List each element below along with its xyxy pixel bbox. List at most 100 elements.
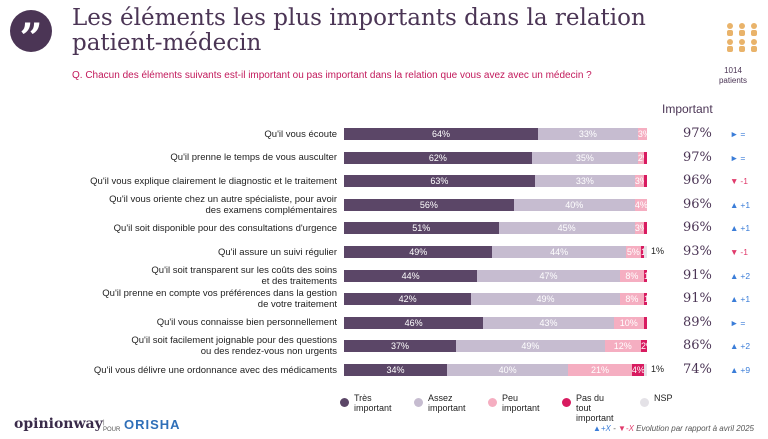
legend-label: NSP xyxy=(654,393,673,403)
bar-segment-pas-du-tout: 1% xyxy=(643,293,647,306)
bar-segment-tres-important: 42% xyxy=(344,293,472,306)
bar-segment-nsp xyxy=(643,364,647,376)
stacked-bar: 42%49%8%1% xyxy=(344,293,647,306)
bar-segment-tres-important: 64% xyxy=(344,128,538,140)
evolution-indicator: ▲ +1 xyxy=(730,200,750,210)
legend-item: Assez important xyxy=(414,393,466,413)
stacked-bar: 46% 43% 10% xyxy=(344,316,647,329)
page-title: Les éléments les plus importants dans la… xyxy=(72,5,646,56)
bar-segment-peu-important: 5% xyxy=(625,246,641,258)
row-label-line: Qu'il vous oriente chez un autre spécial… xyxy=(109,193,337,205)
bar-segment-pas-du-tout xyxy=(643,222,647,235)
evolution-indicator: ► = xyxy=(730,129,745,139)
row-label: Qu'il soit facilement joignable pour des… xyxy=(7,335,337,357)
bar-segment-tres-important: 51% xyxy=(344,222,499,235)
bar-segment-assez-important: 33% xyxy=(534,175,635,188)
bar-segment-assez-important: 43% xyxy=(483,316,614,329)
survey-question: Q. Chacun des éléments suivants est-il i… xyxy=(72,70,592,81)
stacked-bar: 44%47%8%1% xyxy=(344,269,647,282)
important-total: 86% xyxy=(683,338,712,354)
bar-segment-tres-important: 63% xyxy=(344,175,535,188)
important-total: 93% xyxy=(683,244,712,259)
evolution-value: +2 xyxy=(740,341,751,352)
evolution-value: -1 xyxy=(740,247,748,257)
people-group-icon xyxy=(727,23,757,52)
bar-segment-tres-important: 49% xyxy=(344,246,493,258)
important-total: 97% xyxy=(683,149,712,165)
evolution-indicator: ▲ +2 xyxy=(730,341,750,351)
note-down: ▼-X xyxy=(618,424,634,433)
legend-swatch xyxy=(640,398,649,407)
evolution-indicator: ▲ +9 xyxy=(730,365,750,375)
stacked-bar: 34% 40% 21% 4% xyxy=(344,364,647,376)
arrow-right-icon: ► xyxy=(730,317,739,328)
legend-item: Pas du tout important xyxy=(562,393,614,423)
evolution-value: +9 xyxy=(740,365,751,375)
evolution-value: = xyxy=(740,129,746,139)
bar-segment-pas-du-tout: 4% xyxy=(631,364,644,376)
legend-label: Peu important xyxy=(502,393,540,413)
nsp-value-label: 1% xyxy=(651,246,665,256)
row-label-line: Qu'il prenne le temps de vous ausculter xyxy=(170,152,337,164)
bar-segment-tres-important: 46% xyxy=(344,316,484,329)
row-label: Qu'il soit disponible pour des consultat… xyxy=(7,223,337,234)
pour-label: | POUR xyxy=(103,420,120,434)
evolution-indicator: ▼ -1 xyxy=(730,247,748,257)
legend-swatch xyxy=(488,398,497,407)
quote-icon: ” xyxy=(10,10,52,52)
evolution-value: +2 xyxy=(740,270,751,281)
stacked-bar: 62%35%2% xyxy=(344,151,647,164)
bar-segment-peu-important: 21% xyxy=(568,364,632,376)
opinionway-logo: opinionway xyxy=(14,416,103,432)
important-total: 74% xyxy=(683,362,712,377)
note-up: ▲+X xyxy=(592,424,611,433)
evolution-value: +1 xyxy=(740,223,751,234)
row-label-line: Qu'il vous délivre une ordonnance avec d… xyxy=(93,364,337,376)
orisha-logo: ORISHA xyxy=(124,417,181,432)
legend-label: Assez important xyxy=(428,393,466,413)
row-label-line: Qu'il soit transparent sur les coûts des… xyxy=(151,264,337,276)
bar-segment-assez-important: 49% xyxy=(471,293,620,306)
stacked-bar: 64%33%3% xyxy=(344,128,647,140)
bar-segment-peu-important: 3% xyxy=(637,128,647,140)
legend-item: Très important xyxy=(340,393,392,413)
bar-segment-assez-important: 44% xyxy=(492,246,626,258)
row-label: Qu'il prenne en compte vos préférences d… xyxy=(7,288,337,310)
legend-swatch xyxy=(414,398,423,407)
stacked-bar: 63%33%3% xyxy=(344,175,647,188)
row-label: Qu'il vous écoute xyxy=(7,129,337,140)
evolution-value: -1 xyxy=(740,176,748,187)
arrow-up-icon: ▲ xyxy=(730,223,739,234)
bar-segment-peu-important: 10% xyxy=(613,316,644,329)
row-label-line: et des traitements xyxy=(261,275,337,287)
row-label-line: Qu'il vous explique clairement le diagno… xyxy=(90,175,337,187)
evolution-note: ▲+X - ▼-X Evolution par rapport à avril … xyxy=(593,424,754,433)
important-total: 97% xyxy=(683,126,712,141)
legend-label-line: Peu xyxy=(502,393,519,403)
evolution-indicator: ▲ +1 xyxy=(730,294,750,304)
sample-size: 1014 patients xyxy=(700,66,766,86)
evolution-value: +1 xyxy=(740,199,751,210)
bar-segment-pas-du-tout xyxy=(643,175,647,188)
legend-label: Très important xyxy=(354,393,392,413)
bar-segment-peu-important: 4% xyxy=(634,198,647,211)
bar-segment-peu-important: 8% xyxy=(619,293,644,306)
evolution-indicator: ► = xyxy=(730,318,745,328)
important-column-header: Important xyxy=(662,102,713,116)
arrow-right-icon: ► xyxy=(730,152,739,163)
important-total: 91% xyxy=(683,267,712,283)
evolution-indicator: ▼ -1 xyxy=(730,176,748,186)
nsp-value-label: 1% xyxy=(651,364,665,374)
stacked-bar: 56% 40% 4% xyxy=(344,198,647,211)
stacked-bar: 37%49%12%2% xyxy=(344,340,647,353)
row-label-line: Qu'il prenne en compte vos préférences d… xyxy=(102,288,337,300)
important-total: 96% xyxy=(683,173,712,189)
legend-label-line: NSP xyxy=(654,393,673,403)
row-label-line: ou des rendez-vous non urgents xyxy=(200,346,337,358)
bar-segment-tres-important: 37% xyxy=(344,340,457,353)
row-label: Qu'il vous explique clairement le diagno… xyxy=(7,176,337,187)
important-total: 89% xyxy=(683,314,712,330)
bar-segment-pas-du-tout xyxy=(643,151,647,164)
row-label: Qu'il vous délivre une ordonnance avec d… xyxy=(7,365,337,376)
legend-label-line: important xyxy=(354,403,392,413)
